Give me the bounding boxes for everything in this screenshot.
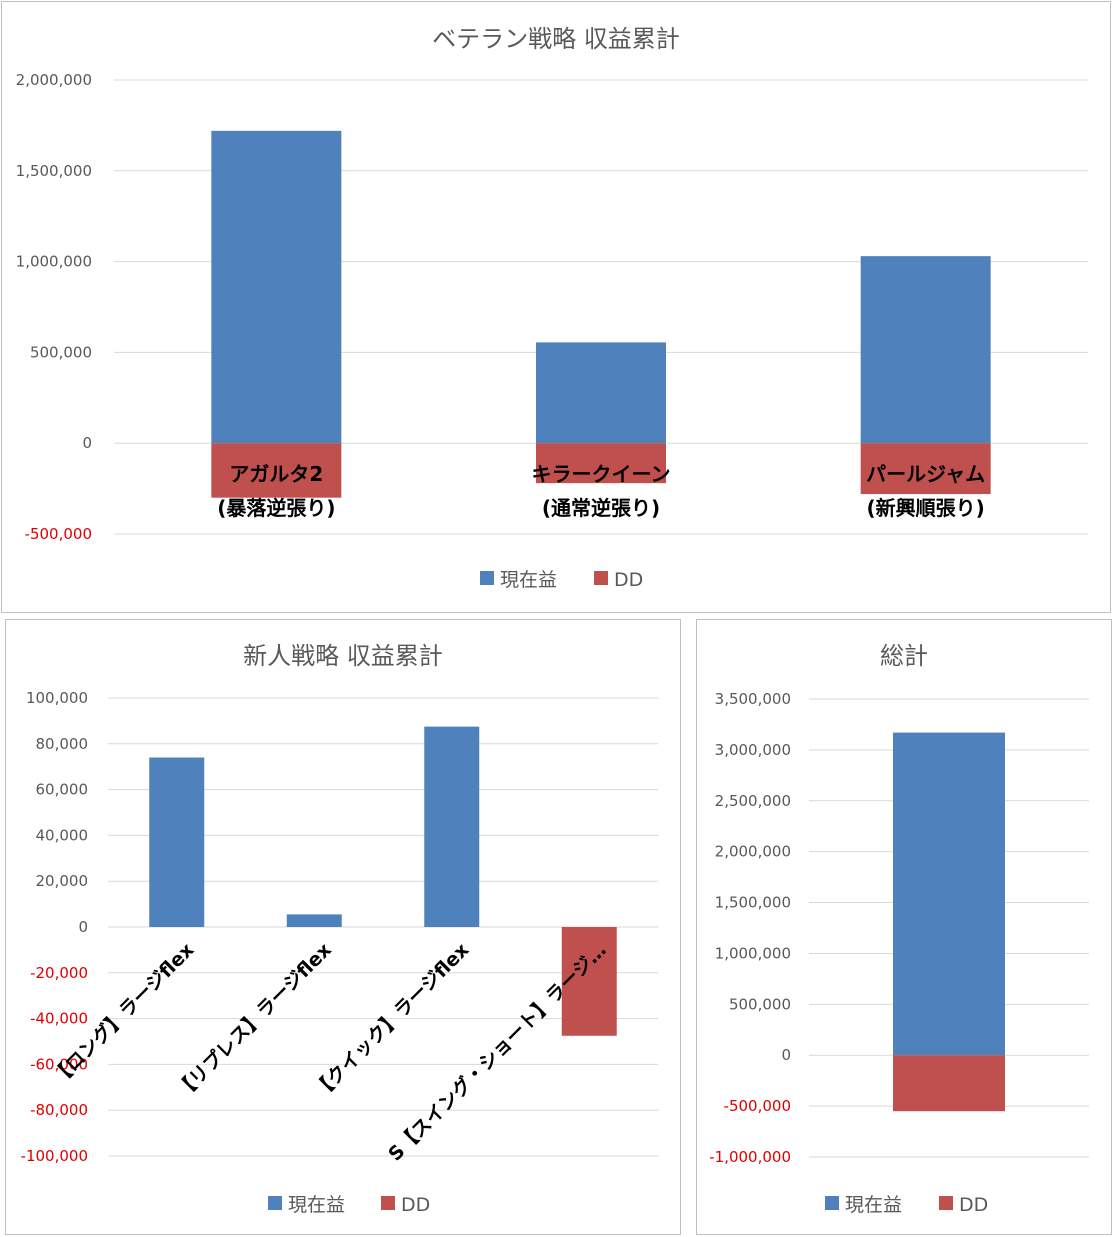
bar-current [424,726,480,927]
chart-legend: 現在益 DD [268,1194,430,1216]
y-tick-label: -20,000 [30,964,88,982]
newcomer-chart: 新人戦略 収益累計 100,000 80,000 60,000 40,000 20,00… [21,642,658,1216]
y-tick-label: 0 [82,434,92,452]
legend-swatch-current [268,1196,282,1210]
y-tick-label: 2,500,000 [715,792,791,810]
y-tick-label: 3,000,000 [715,741,791,759]
y-tick-label: 100,000 [26,689,88,707]
y-tick-label: -1,000,000 [709,1148,791,1166]
legend-swatch-current [825,1196,839,1210]
total-chart-panel: 総計 3,500,000 3,000,000 2,500,000 2,000,000 1… [696,619,1112,1235]
bar-current [286,914,342,927]
y-tick-label: 2,000,000 [715,843,791,861]
x-category-label: (暴落逆張り) [217,496,335,520]
x-category-label: (通常逆張り) [542,496,660,520]
y-tick-label: -60,000 [30,1055,88,1073]
bar-dd [211,443,342,498]
y-tick-label: 1,500,000 [16,162,92,180]
bar-current [860,256,991,444]
bar-dd [860,443,991,495]
bar-dd [561,927,617,1036]
y-tick-label: 0 [78,918,88,936]
chart-title: ベテラン戦略 収益累計 [432,25,680,53]
chart-legend: 現在益 DD [480,569,643,591]
bar-current [149,757,205,927]
legend-swatch-dd [381,1196,395,1210]
legend-swatch-dd [594,571,608,585]
x-category-label: (新興順張り) [867,496,985,520]
x-category-label: 【リプレス】ラージflex [171,938,336,1103]
newcomer-chart-panel: 新人戦略 収益累計 100,000 80,000 60,000 40,000 20,00… [5,619,681,1235]
y-tick-label: -100,000 [21,1147,88,1165]
y-tick-label: -500,000 [25,525,92,543]
y-tick-label: 60,000 [36,781,89,799]
x-category-label: キラークイーン [532,462,671,486]
chart-title: 新人戦略 収益累計 [243,642,443,670]
y-tick-label: 1,000,000 [16,253,92,271]
y-tick-label: -500,000 [724,1097,791,1115]
legend-label-dd: DD [959,1194,988,1216]
y-tick-label: 500,000 [30,343,92,361]
veteran-chart-panel: ベテラン戦略 収益累計 2,000,000 1,500,000 1,000,000 5… [1,1,1111,613]
legend-label-dd: DD [401,1194,430,1216]
legend-label-current: 現在益 [845,1194,902,1216]
x-category-label: パールジャム [866,462,985,486]
legend-label-dd: DD [614,569,643,591]
legend-label-current: 現在益 [500,569,557,591]
y-tick-label: 1,000,000 [715,944,791,962]
bar-dd [893,1055,1005,1112]
y-tick-label: 20,000 [36,872,89,890]
legend-label-current: 現在益 [288,1194,345,1216]
y-tick-label: 3,500,000 [715,690,791,708]
total-chart: 総計 3,500,000 3,000,000 2,500,000 2,000,000 1… [709,642,1089,1216]
x-category-label: 【クイック】ラージflex [309,938,474,1103]
y-tick-label: -80,000 [30,1101,88,1119]
y-tick-label: 2,000,000 [16,71,92,89]
y-tick-label: 1,500,000 [715,894,791,912]
legend-swatch-dd [939,1196,953,1210]
y-tick-label: 500,000 [729,995,791,1013]
y-tick-label: 80,000 [36,735,89,753]
bar-current [211,130,342,444]
bar-dd [536,443,666,484]
chart-legend: 現在益 DD [825,1194,988,1216]
y-tick-label: 40,000 [36,826,89,844]
chart-title: 総計 [880,642,928,670]
y-tick-label: 0 [781,1046,791,1064]
bar-current [893,732,1005,1056]
veteran-chart: ベテラン戦略 収益累計 2,000,000 1,500,000 1,000,000 5… [16,25,1088,591]
legend-swatch-current [480,571,494,585]
y-tick-label: -40,000 [30,1010,88,1028]
x-category-label: アガルタ2 [229,462,323,486]
bar-current [536,342,666,444]
